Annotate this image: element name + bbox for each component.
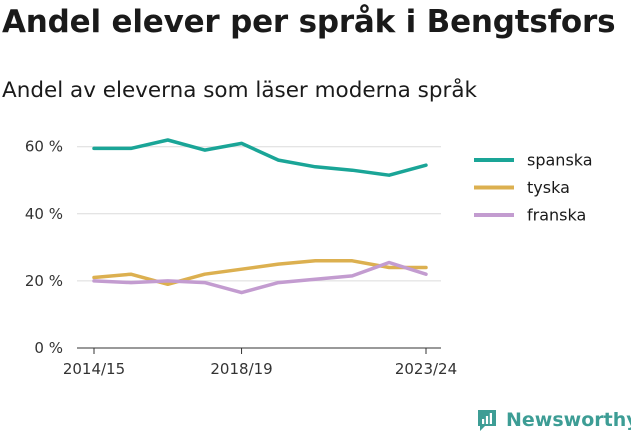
x-tick-label: 2023/24 [395,360,457,378]
x-tick-label: 2014/15 [63,360,125,378]
y-tick-label: 40 % [25,205,63,223]
series-line-spanska [92,138,428,177]
y-tick-label: 60 % [25,138,63,156]
legend-label-spanska: spanska [527,151,593,170]
series-line-tyska [92,259,428,287]
chart-logo-icon [478,410,496,431]
x-tick-label: 2018/19 [210,360,272,378]
legend-label-tyska: tyska [527,178,570,197]
grid [77,146,441,349]
y-tick-label: 20 % [25,272,63,290]
series-lines [92,138,428,295]
legend-label-franska: franska [527,206,586,225]
series-line-franska [92,260,428,295]
y-axis: 0 % 20 % 40 % 60 % [25,138,63,357]
x-axis: 2014/15 2018/19 2023/24 [63,348,457,378]
chart-title: Andel elever per språk i Bengtsfors [2,4,616,40]
brand-logo: Newsworthy [476,408,631,432]
chart-subtitle: Andel av eleverna som läser moderna språ… [2,78,477,103]
y-tick-label: 0 % [34,339,63,357]
legend: spanska tyska franska [474,151,593,225]
brand-name: Newsworthy [506,409,631,431]
